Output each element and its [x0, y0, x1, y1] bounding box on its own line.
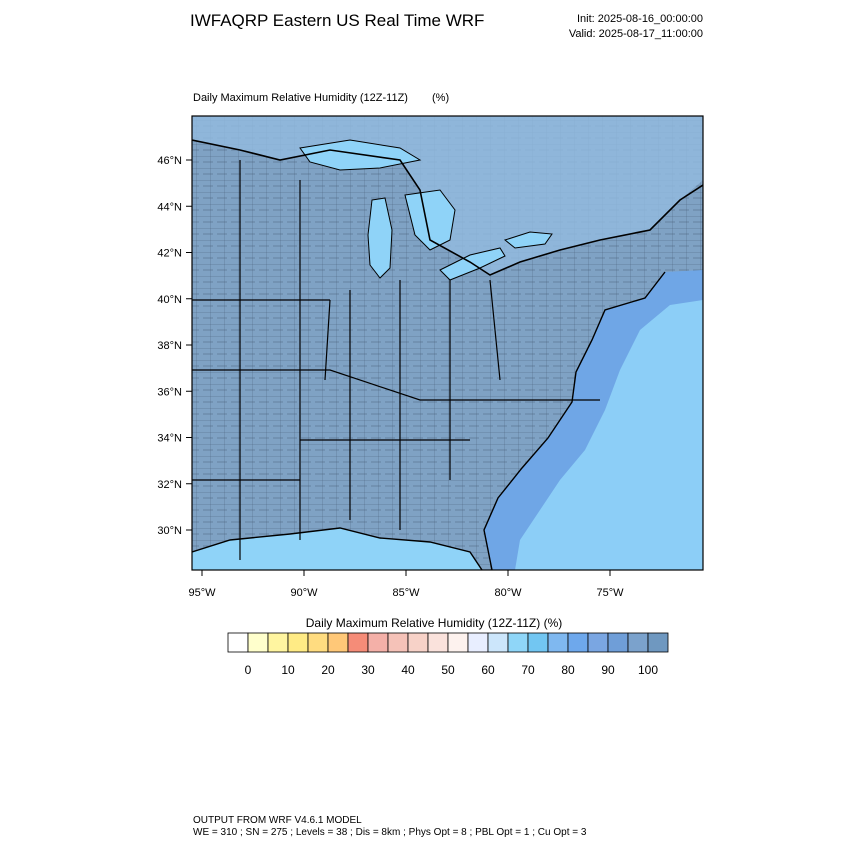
colorbar-label: 60: [481, 663, 495, 677]
gulf: [192, 528, 482, 570]
colorbar-label: 90: [601, 663, 615, 677]
colorbar-title: Daily Maximum Relative Humidity (12Z-11Z…: [306, 616, 563, 630]
lon-label: 75°W: [596, 587, 624, 599]
colorbar-label: 10: [281, 663, 295, 677]
state-lines: [192, 160, 600, 560]
title: IWFAQRP Eastern US Real Time WRF: [190, 11, 484, 30]
canada-fill: [192, 116, 703, 275]
colorbar-box: [307, 632, 329, 653]
colorbar-box: [387, 632, 409, 653]
lake-ontario: [503, 231, 553, 249]
colorbar-box: [327, 632, 349, 653]
colorbar-box: [647, 632, 669, 653]
init-time: Init: 2025-08-16_00:00:00: [577, 13, 703, 25]
colorbar-box: [227, 632, 249, 653]
colorbar-label: 70: [521, 663, 535, 677]
lat-label: 32°N: [157, 479, 182, 491]
lat-label: 40°N: [157, 294, 182, 306]
lon-label: 95°W: [188, 587, 216, 599]
lake-huron: [404, 189, 456, 251]
map: [192, 116, 703, 570]
colorbar-box: [627, 632, 649, 653]
lat-label: 42°N: [157, 248, 182, 260]
colorbar-box: [527, 632, 549, 653]
footer-line: OUTPUT FROM WRF V4.6.1 MODEL: [193, 815, 362, 826]
colorbar-label: 80: [561, 663, 575, 677]
lat-label: 46°N: [157, 155, 182, 167]
footer: OUTPUT FROM WRF V4.6.1 MODEL WE = 310 ; …: [193, 815, 586, 839]
lat-label: 38°N: [157, 340, 182, 352]
colorbar-label: 30: [361, 663, 375, 677]
colorbar-label: 0: [245, 663, 252, 677]
colorbar-box: [487, 632, 509, 653]
map-units: (%): [432, 92, 449, 104]
colorbar-box: [267, 632, 289, 653]
lat-label: 36°N: [157, 386, 182, 398]
border: [192, 139, 703, 276]
lat-label: 34°N: [157, 433, 182, 445]
colorbar-box: [547, 632, 569, 653]
colorbar-box: [607, 632, 629, 653]
colorbar-box: [367, 632, 389, 653]
map-frame: [191, 115, 704, 571]
colorbar-label: 100: [638, 663, 658, 677]
lon-label: 90°W: [290, 587, 318, 599]
colorbar-label: 50: [441, 663, 455, 677]
colorbar-box: [347, 632, 369, 653]
colorbar-box: [407, 632, 429, 653]
valid-time: Valid: 2025-08-17_11:00:00: [569, 28, 703, 40]
colorbar-box: [287, 632, 309, 653]
atlantic-light: [515, 300, 703, 570]
colorbar-label: 40: [401, 663, 415, 677]
colorbar-box: [587, 632, 609, 653]
colorbar-box: [507, 632, 529, 653]
map-title: Daily Maximum Relative Humidity (12Z-11Z…: [193, 92, 408, 104]
lat-label: 30°N: [157, 525, 182, 537]
colorbar-box: [447, 632, 469, 653]
lon-label: 80°W: [494, 587, 522, 599]
colorbar-box: [567, 632, 589, 653]
colorbar-box: [467, 632, 489, 653]
lat-label: 44°N: [157, 201, 182, 213]
colorbar-box: [247, 632, 269, 653]
lon-label: 85°W: [392, 587, 420, 599]
lake-michigan: [367, 197, 393, 279]
colorbar-label: 20: [321, 663, 335, 677]
footer-line: WE = 310 ; SN = 275 ; Levels = 38 ; Dis …: [193, 827, 587, 838]
colorbar-box: [427, 632, 449, 653]
